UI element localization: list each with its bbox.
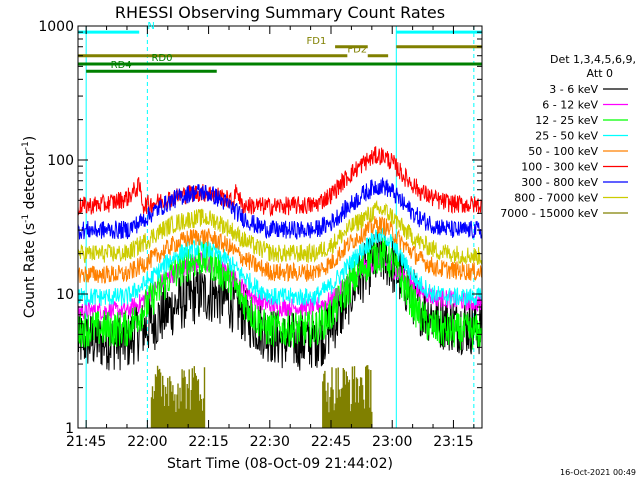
x-tick-label: 21:45	[66, 434, 106, 450]
series-100-300-kev	[78, 146, 482, 218]
x-tick-label: 22:15	[188, 434, 228, 450]
y-tick-label: 1000	[38, 19, 74, 35]
series-300-800-kev	[78, 177, 482, 240]
flag-label-fd1: FD1	[307, 36, 327, 47]
y-tick-label: 10	[56, 287, 74, 303]
series-7000-15000-kev	[150, 365, 373, 428]
legend-entry-100-300-kev: 100 - 300 keV	[521, 161, 598, 174]
x-tick-label: 23:15	[433, 434, 473, 450]
series-burst	[150, 365, 206, 428]
flag-label-rd4: RD4	[111, 60, 132, 71]
series-line	[78, 216, 482, 285]
legend-entry-25-50-kev: 25 - 50 keV	[535, 130, 598, 143]
series-line	[78, 177, 482, 240]
timestamp: 16-Oct-2021 00:49	[560, 468, 636, 477]
legend-header: Det 1,3,4,5,6,9,	[550, 53, 636, 66]
legend-entry-50-100-kev: 50 - 100 keV	[528, 145, 598, 158]
legend-entry-7000-15000-kev: 7000 - 15000 keV	[500, 207, 598, 220]
legend-entry-12-25-kev: 12 - 25 keV	[535, 114, 598, 127]
legend-entry-300-800-kev: 300 - 800 keV	[521, 176, 598, 189]
chart-title: RHESSI Observing Summary Count Rates	[115, 3, 445, 22]
series-line	[78, 146, 482, 218]
legend-entry-6-12-kev: 6 - 12 keV	[542, 99, 598, 112]
plot-frame	[77, 25, 483, 429]
series-800-7000-kev	[78, 199, 482, 266]
flag-label-n: N	[147, 21, 154, 32]
flag-label-fd2: FD2	[347, 45, 367, 56]
y-axis-label: Count Rate (s-1 detector-1)	[21, 136, 38, 318]
legend-entry-800-7000-kev: 800 - 7000 keV	[514, 192, 598, 205]
x-tick-label: 23:00	[372, 434, 412, 450]
x-tick-label: 22:45	[311, 434, 351, 450]
series-line	[78, 236, 482, 351]
legend-entry-3-6-kev: 3 - 6 keV	[549, 83, 598, 96]
series-line	[78, 226, 482, 307]
legend-subheader: Att 0	[587, 67, 613, 80]
series-line	[78, 199, 482, 266]
series-50-100-kev	[78, 216, 482, 285]
x-tick-label: 22:30	[250, 434, 290, 450]
y-tick-label: 1	[65, 421, 74, 437]
series-burst	[322, 365, 373, 428]
x-tick-label: 22:00	[127, 434, 167, 450]
flag-label-rd0: RD0	[151, 53, 172, 64]
series-25-50-kev	[78, 226, 482, 307]
x-axis-label: Start Time (08-Oct-09 21:44:02)	[167, 456, 393, 472]
y-tick-label: 100	[47, 153, 74, 169]
series-12-25-kev	[78, 236, 482, 351]
